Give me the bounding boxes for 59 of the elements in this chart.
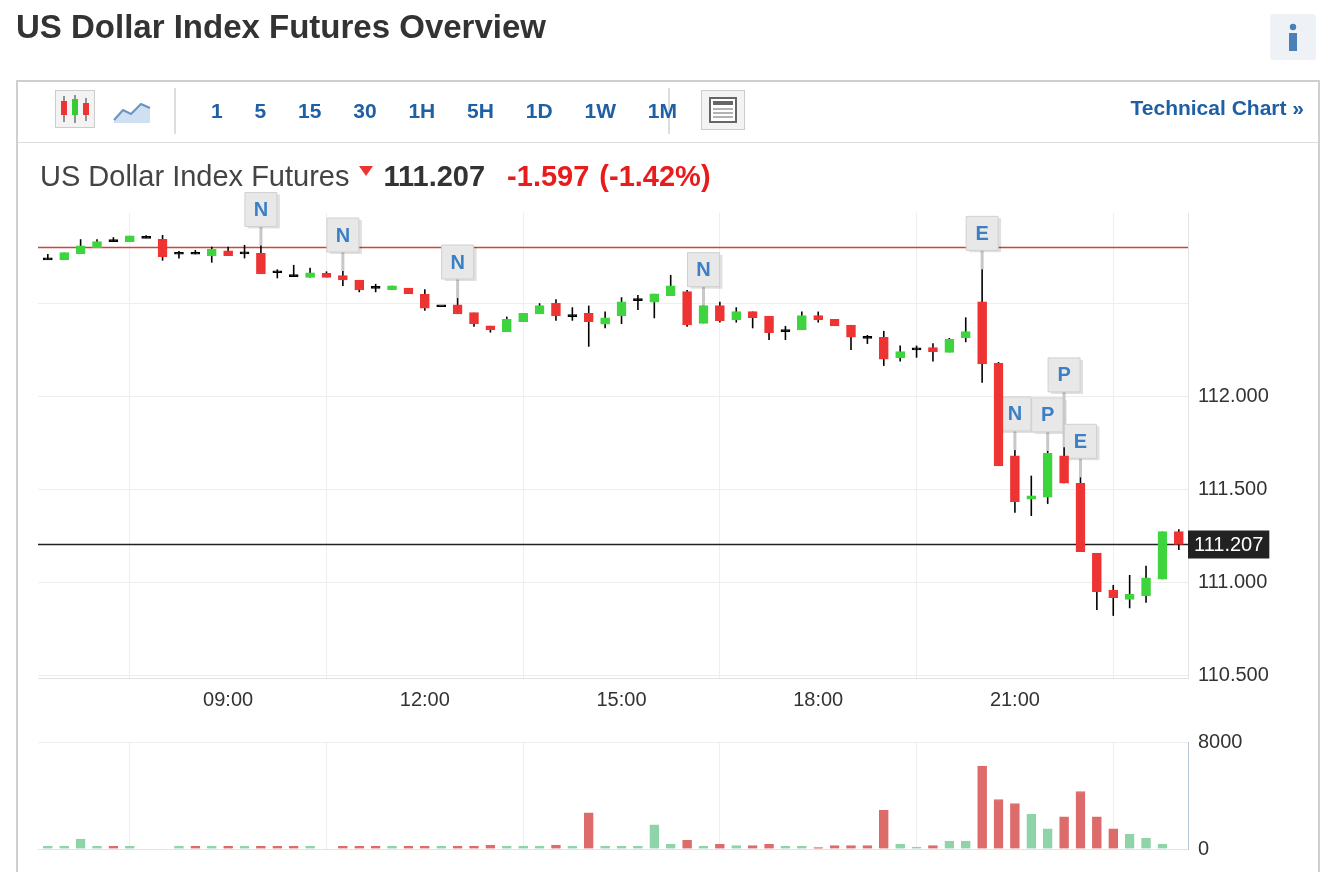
candlestick	[649, 293, 660, 320]
x-tick-label: 09:00	[203, 687, 254, 710]
chart-subtitle: US Dollar Index Futures	[40, 160, 350, 193]
bar	[846, 845, 856, 849]
bar	[731, 845, 742, 849]
bar	[1059, 816, 1069, 849]
bar	[649, 824, 660, 849]
candlestick	[551, 298, 561, 322]
text: (-1.42%)	[599, 160, 711, 193]
chart-title: US Dollar Index Futures Overview	[16, 8, 546, 46]
y-tick-label: 110.500	[1198, 663, 1269, 686]
annotation: E	[975, 221, 989, 244]
candlestick	[797, 310, 807, 331]
x-tick-label: 21:00	[989, 687, 1040, 710]
bar	[1026, 813, 1037, 849]
candlestick	[633, 294, 643, 311]
candlestick	[583, 304, 594, 348]
bar	[993, 799, 1004, 849]
candlestick	[1141, 564, 1151, 604]
annotation: N	[253, 198, 269, 221]
text: Technical Chart »	[1130, 96, 1304, 120]
bar	[928, 845, 938, 849]
candlestick	[420, 288, 430, 312]
x-tick-label: 18:00	[793, 687, 844, 710]
bar	[1042, 828, 1053, 849]
bar	[583, 812, 594, 849]
annotation: E	[1073, 429, 1088, 452]
x-tick-label: 12:00	[399, 687, 450, 710]
text: 111.207	[383, 160, 486, 193]
candlestick	[1124, 574, 1135, 610]
candlestick	[665, 274, 676, 297]
bar	[878, 809, 889, 849]
candlestick	[846, 324, 856, 351]
y-tick-label: 111.000	[1198, 570, 1268, 593]
candlestick	[1108, 584, 1119, 617]
y-tick-label: 111.500	[1198, 477, 1268, 500]
y-tick-label: 8000	[1198, 729, 1243, 752]
candlestick	[157, 234, 168, 262]
bar	[1010, 803, 1020, 849]
ref-line-label: 111.207	[1194, 532, 1264, 555]
bar	[1108, 828, 1119, 849]
annotation: N	[696, 258, 711, 281]
annotation: P	[1041, 403, 1055, 426]
annotation: N	[450, 250, 465, 273]
bar	[977, 765, 987, 849]
bar	[1092, 816, 1102, 849]
candlestick	[1173, 528, 1184, 551]
bar	[1075, 791, 1086, 849]
candlestick	[288, 264, 299, 278]
text: 1 5 15 30 1H 5H 1D 1W 1M	[211, 98, 677, 124]
y-tick-label: 0	[1198, 836, 1210, 859]
text: -1.597	[507, 160, 590, 193]
candlestick	[878, 330, 889, 367]
annotation: N	[335, 223, 351, 246]
y-tick-label: 112.000	[1198, 384, 1269, 407]
annotation: P	[1057, 363, 1071, 386]
candlestick	[616, 296, 627, 325]
annotation: N	[1007, 402, 1023, 425]
x-tick-label: 15:00	[596, 687, 647, 710]
